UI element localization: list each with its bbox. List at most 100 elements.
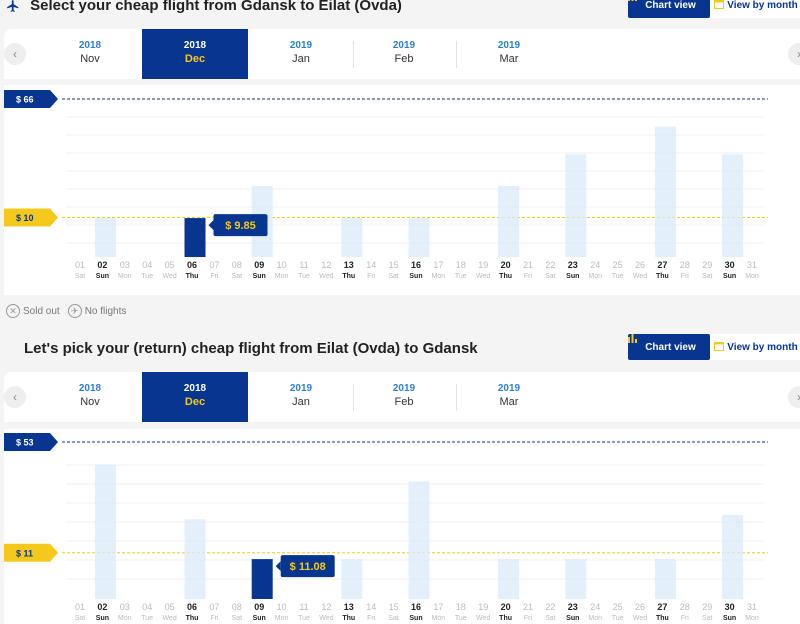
day-number-label: 26 <box>635 602 645 612</box>
tab-divider <box>456 41 457 68</box>
prev-month-arrow[interactable]: ‹ <box>4 43 26 65</box>
return-month-tab-nov[interactable]: 2018 Nov <box>37 372 143 422</box>
weekday-label: Thu <box>342 273 355 280</box>
tab-month: Dec <box>184 53 206 65</box>
day-number-label: 25 <box>613 602 623 612</box>
next-month-arrow[interactable]: › <box>788 386 800 408</box>
max-price-tag <box>4 433 58 451</box>
day-number-label: 01 <box>75 260 85 270</box>
day-number-label: 08 <box>232 602 242 612</box>
weekday-label: Sat <box>702 615 713 622</box>
day-number-label: 29 <box>702 602 712 612</box>
day-number-label: 07 <box>209 602 219 612</box>
day-number-label: 15 <box>389 260 399 270</box>
tab-year: 2018 <box>78 383 102 394</box>
price-bar[interactable] <box>565 559 587 599</box>
price-bar[interactable] <box>184 519 206 599</box>
max-price-tag <box>4 90 58 108</box>
weekday-label: Tue <box>141 615 153 622</box>
weekday-label: Fri <box>681 273 690 280</box>
day-number-label: 25 <box>613 260 623 270</box>
selected-price-bar[interactable] <box>184 218 206 257</box>
selected-price-tooltip <box>213 214 268 237</box>
weekday-label: Fri <box>210 615 219 622</box>
selected-price-bar[interactable] <box>251 559 273 599</box>
tab-month: Nov <box>80 53 100 65</box>
price-bar[interactable] <box>341 559 363 599</box>
day-number-label: 23 <box>568 260 578 270</box>
day-number-label: 14 <box>366 602 376 612</box>
outbound-month-tab-feb[interactable]: 2019 Feb <box>351 29 457 79</box>
day-number-label: 26 <box>635 260 645 270</box>
day-number-label: 11 <box>299 602 308 612</box>
weekday-label: Sun <box>723 615 736 622</box>
day-number-label: 31 <box>747 602 757 612</box>
weekday-label: Mon <box>275 273 289 280</box>
weekday-label: Tue <box>455 273 467 280</box>
price-bar[interactable] <box>94 218 116 257</box>
price-bar[interactable] <box>408 481 430 599</box>
tab-month: Jan <box>292 396 310 408</box>
return-month-tab-jan[interactable]: 2019 Jan <box>248 372 354 422</box>
price-bar[interactable] <box>341 218 363 257</box>
price-bar[interactable] <box>408 218 430 257</box>
tab-year: 2018 <box>183 40 207 51</box>
day-number-label: 30 <box>725 602 735 612</box>
day-number-label: 18 <box>456 260 466 270</box>
day-number-label: 10 <box>277 260 287 270</box>
prev-month-arrow[interactable]: ‹ <box>4 386 26 408</box>
day-number-label: 05 <box>165 602 175 612</box>
price-bar[interactable] <box>722 154 744 257</box>
price-bar[interactable] <box>654 126 676 258</box>
sold-out-icon: ✕ <box>6 304 20 318</box>
outbound-month-tab-dec[interactable]: 2018 Dec <box>142 29 248 79</box>
weekday-label: Wed <box>319 273 333 280</box>
return-month-tab-feb[interactable]: 2019 Feb <box>351 372 457 422</box>
tooltip-pointer <box>208 220 214 231</box>
outbound-heading: Select your cheap flight from Gdansk to … <box>6 0 402 14</box>
day-number-label: 12 <box>321 602 331 612</box>
outbound-month-tab-mar[interactable]: 2019 Mar <box>456 29 562 79</box>
price-bar[interactable] <box>94 464 116 599</box>
day-number-label: 17 <box>433 260 443 270</box>
tab-divider <box>353 41 354 68</box>
weekday-label: Fri <box>681 615 690 622</box>
chart-view-label: Chart view <box>645 0 696 11</box>
chart-view-button[interactable]: Chart view <box>628 0 710 18</box>
tab-month: Nov <box>80 396 100 408</box>
view-by-month-button[interactable]: View by month <box>710 0 800 18</box>
return-month-tab-mar[interactable]: 2019 Mar <box>456 372 562 422</box>
day-number-label: 28 <box>680 602 690 612</box>
return-price-chart: $ 53 $ 11 $ 11.08 01 Sat 02 Sun 03 Mon 04 Tue 05 Wed… <box>4 429 800 624</box>
average-price-label: $ 10 <box>16 213 34 223</box>
price-bar[interactable] <box>722 515 744 599</box>
return-chart-svg: $ 53 $ 11 $ 11.08 01 Sat 02 Sun 03 Mon 04 Tue 05 Wed… <box>4 433 768 622</box>
sold-out-label: Sold out <box>23 305 60 317</box>
weekday-label: Sat <box>388 615 399 622</box>
day-number-label: 13 <box>344 602 354 612</box>
weekday-label: Tue <box>141 273 153 280</box>
weekday-label: Mon <box>588 615 602 622</box>
no-flights-icon: ✈ <box>67 304 82 318</box>
price-bar[interactable] <box>565 154 587 257</box>
weekday-label: Thu <box>656 615 669 622</box>
weekday-label: Mon <box>432 273 446 280</box>
weekday-label: Tue <box>612 615 624 622</box>
weekday-label: Thu <box>186 615 199 622</box>
price-bar[interactable] <box>498 185 520 257</box>
day-number-label: 28 <box>680 260 690 270</box>
day-number-label: 24 <box>590 602 600 612</box>
return-month-tab-dec[interactable]: 2018 Dec <box>142 372 248 422</box>
price-bar[interactable] <box>654 559 676 599</box>
weekday-label: Sun <box>253 615 266 622</box>
outbound-month-tab-nov[interactable]: 2018 Nov <box>37 29 143 79</box>
weekday-label: Sat <box>388 273 399 280</box>
weekday-label: Sun <box>409 615 422 622</box>
chart-view-button[interactable]: Chart view <box>628 334 710 360</box>
day-number-label: 16 <box>411 260 421 270</box>
next-month-arrow[interactable]: › <box>788 43 800 65</box>
weekday-label: Tue <box>298 273 310 280</box>
view-by-month-button[interactable]: View by month <box>710 334 800 360</box>
outbound-month-tab-jan[interactable]: 2019 Jan <box>248 29 354 79</box>
price-bar[interactable] <box>498 559 520 599</box>
